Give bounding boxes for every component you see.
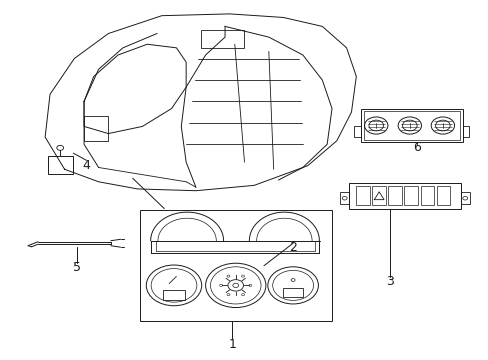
- Bar: [140, 210, 331, 321]
- Bar: [348, 183, 460, 208]
- Bar: [84, 116, 108, 141]
- Text: 4: 4: [82, 159, 90, 172]
- Bar: [163, 290, 184, 300]
- Bar: [201, 30, 244, 48]
- Bar: [462, 126, 468, 137]
- Bar: [47, 156, 73, 174]
- Bar: [404, 186, 417, 205]
- Bar: [460, 192, 468, 204]
- Bar: [420, 186, 433, 205]
- Bar: [361, 109, 462, 143]
- Bar: [340, 192, 348, 204]
- Bar: [372, 186, 385, 205]
- Text: 5: 5: [73, 261, 81, 274]
- Bar: [356, 186, 369, 205]
- Bar: [283, 288, 302, 297]
- Bar: [364, 111, 459, 140]
- Text: 1: 1: [228, 338, 236, 351]
- Text: 3: 3: [386, 275, 393, 288]
- Bar: [387, 186, 401, 205]
- Bar: [436, 186, 449, 205]
- Text: 2: 2: [288, 241, 296, 255]
- Bar: [353, 126, 361, 137]
- Text: 6: 6: [412, 141, 420, 154]
